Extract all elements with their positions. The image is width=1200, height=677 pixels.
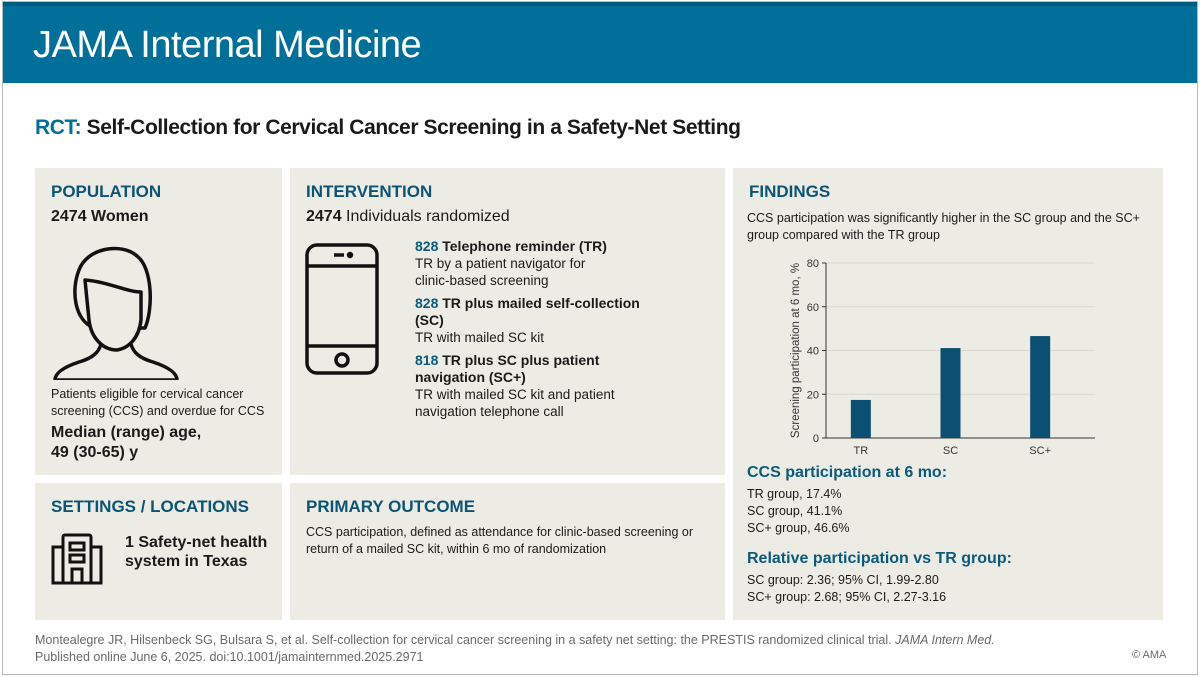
findings-panel: FINDINGS CCS participation was significa… bbox=[733, 168, 1163, 620]
arm-item: 818 TR plus SC plus patient navigation (… bbox=[415, 352, 615, 419]
participation-bar-chart: 0 20 40 60 80 TR SC SC+ Screening participation … bbox=[790, 258, 1095, 457]
y-axis-label: Screening participation at 6 mo, % bbox=[790, 263, 802, 438]
primary-outcome-heading: PRIMARY OUTCOME bbox=[306, 497, 476, 516]
relative-heading: Relative participation vs TR group: bbox=[747, 550, 1012, 567]
participation-item: TR group, 17.4% bbox=[747, 487, 842, 501]
intervention-heading: INTERVENTION bbox=[306, 182, 433, 201]
y-tick-label: 0 bbox=[813, 433, 819, 445]
arm-item: 828 Telephone reminder (TR) TR by a pati… bbox=[415, 238, 607, 288]
settings-panel: SETTINGS / LOCATIONS 1 Safety-net health… bbox=[35, 483, 282, 620]
arm-item: 828 TR plus mailed self-collection (SC) … bbox=[415, 295, 640, 345]
y-tick-label: 40 bbox=[807, 346, 819, 358]
participation-list: TR group, 17.4% SC group, 41.1% SC+ grou… bbox=[747, 486, 850, 537]
age-value: 49 (30-65) y bbox=[51, 444, 139, 461]
copyright: © AMA bbox=[1132, 649, 1167, 661]
page-title: RCT: Self-Collection for Cervical Cancer… bbox=[35, 116, 741, 140]
building-icon bbox=[51, 533, 103, 585]
bar-SC bbox=[940, 348, 961, 438]
population-description: Patients eligible for cervical cancer sc… bbox=[51, 387, 265, 418]
findings-heading: FINDINGS bbox=[749, 182, 831, 201]
journal-name: JAMA Internal Medicine bbox=[33, 24, 422, 66]
settings-heading: SETTINGS / LOCATIONS bbox=[51, 497, 250, 516]
smartphone-icon bbox=[305, 243, 379, 375]
title-prefix: RCT: bbox=[35, 116, 82, 139]
woman-icon bbox=[53, 246, 179, 380]
participation-item: SC group, 41.1% bbox=[747, 504, 843, 518]
relative-list: SC group: 2.36; 95% CI, 1.99-2.80 SC+ gr… bbox=[747, 572, 946, 606]
y-tick-label: 80 bbox=[807, 258, 819, 270]
citation: Montealegre JR, Hilsenbeck SG, Bulsara S… bbox=[35, 633, 995, 664]
arm-list: 828 Telephone reminder (TR) TR by a pati… bbox=[415, 238, 715, 420]
relative-item: SC group: 2.36; 95% CI, 1.99-2.80 bbox=[747, 573, 939, 587]
settings-text: 1 Safety-net health system in Texas bbox=[125, 534, 268, 570]
x-tick-label: SC+ bbox=[1029, 445, 1051, 457]
bar-TR bbox=[850, 399, 871, 438]
randomized-label: Individuals randomized bbox=[346, 208, 510, 225]
bar-SC+ bbox=[1030, 336, 1051, 438]
x-tick-label: SC bbox=[943, 445, 958, 457]
findings-summary: CCS participation was significantly high… bbox=[747, 211, 1140, 242]
title-text: Self-Collection for Cervical Cancer Scre… bbox=[86, 116, 741, 139]
x-tick-label: TR bbox=[853, 445, 868, 457]
relative-item: SC+ group: 2.68; 95% CI, 2.27-3.16 bbox=[747, 590, 947, 604]
age-label: Median (range) age, bbox=[51, 424, 202, 441]
y-tick-label: 20 bbox=[807, 389, 819, 401]
primary-outcome-text: CCS participation, defined as attendance… bbox=[306, 525, 694, 556]
intervention-panel: INTERVENTION 2474 Individuals randomized… bbox=[290, 168, 725, 475]
y-tick-label: 60 bbox=[807, 302, 819, 314]
population-heading: POPULATION bbox=[51, 182, 162, 201]
participation-heading: CCS participation at 6 mo: bbox=[747, 464, 948, 481]
primary-outcome-panel: PRIMARY OUTCOME CCS participation, defin… bbox=[290, 483, 725, 620]
participation-item: SC+ group, 46.6% bbox=[747, 521, 850, 535]
randomized-count: 2474 bbox=[306, 208, 342, 225]
population-panel: POPULATION 2474 Women Patients eligible … bbox=[35, 168, 282, 475]
journal-header: JAMA Internal Medicine bbox=[3, 2, 1197, 83]
population-count: 2474 Women bbox=[51, 208, 149, 225]
